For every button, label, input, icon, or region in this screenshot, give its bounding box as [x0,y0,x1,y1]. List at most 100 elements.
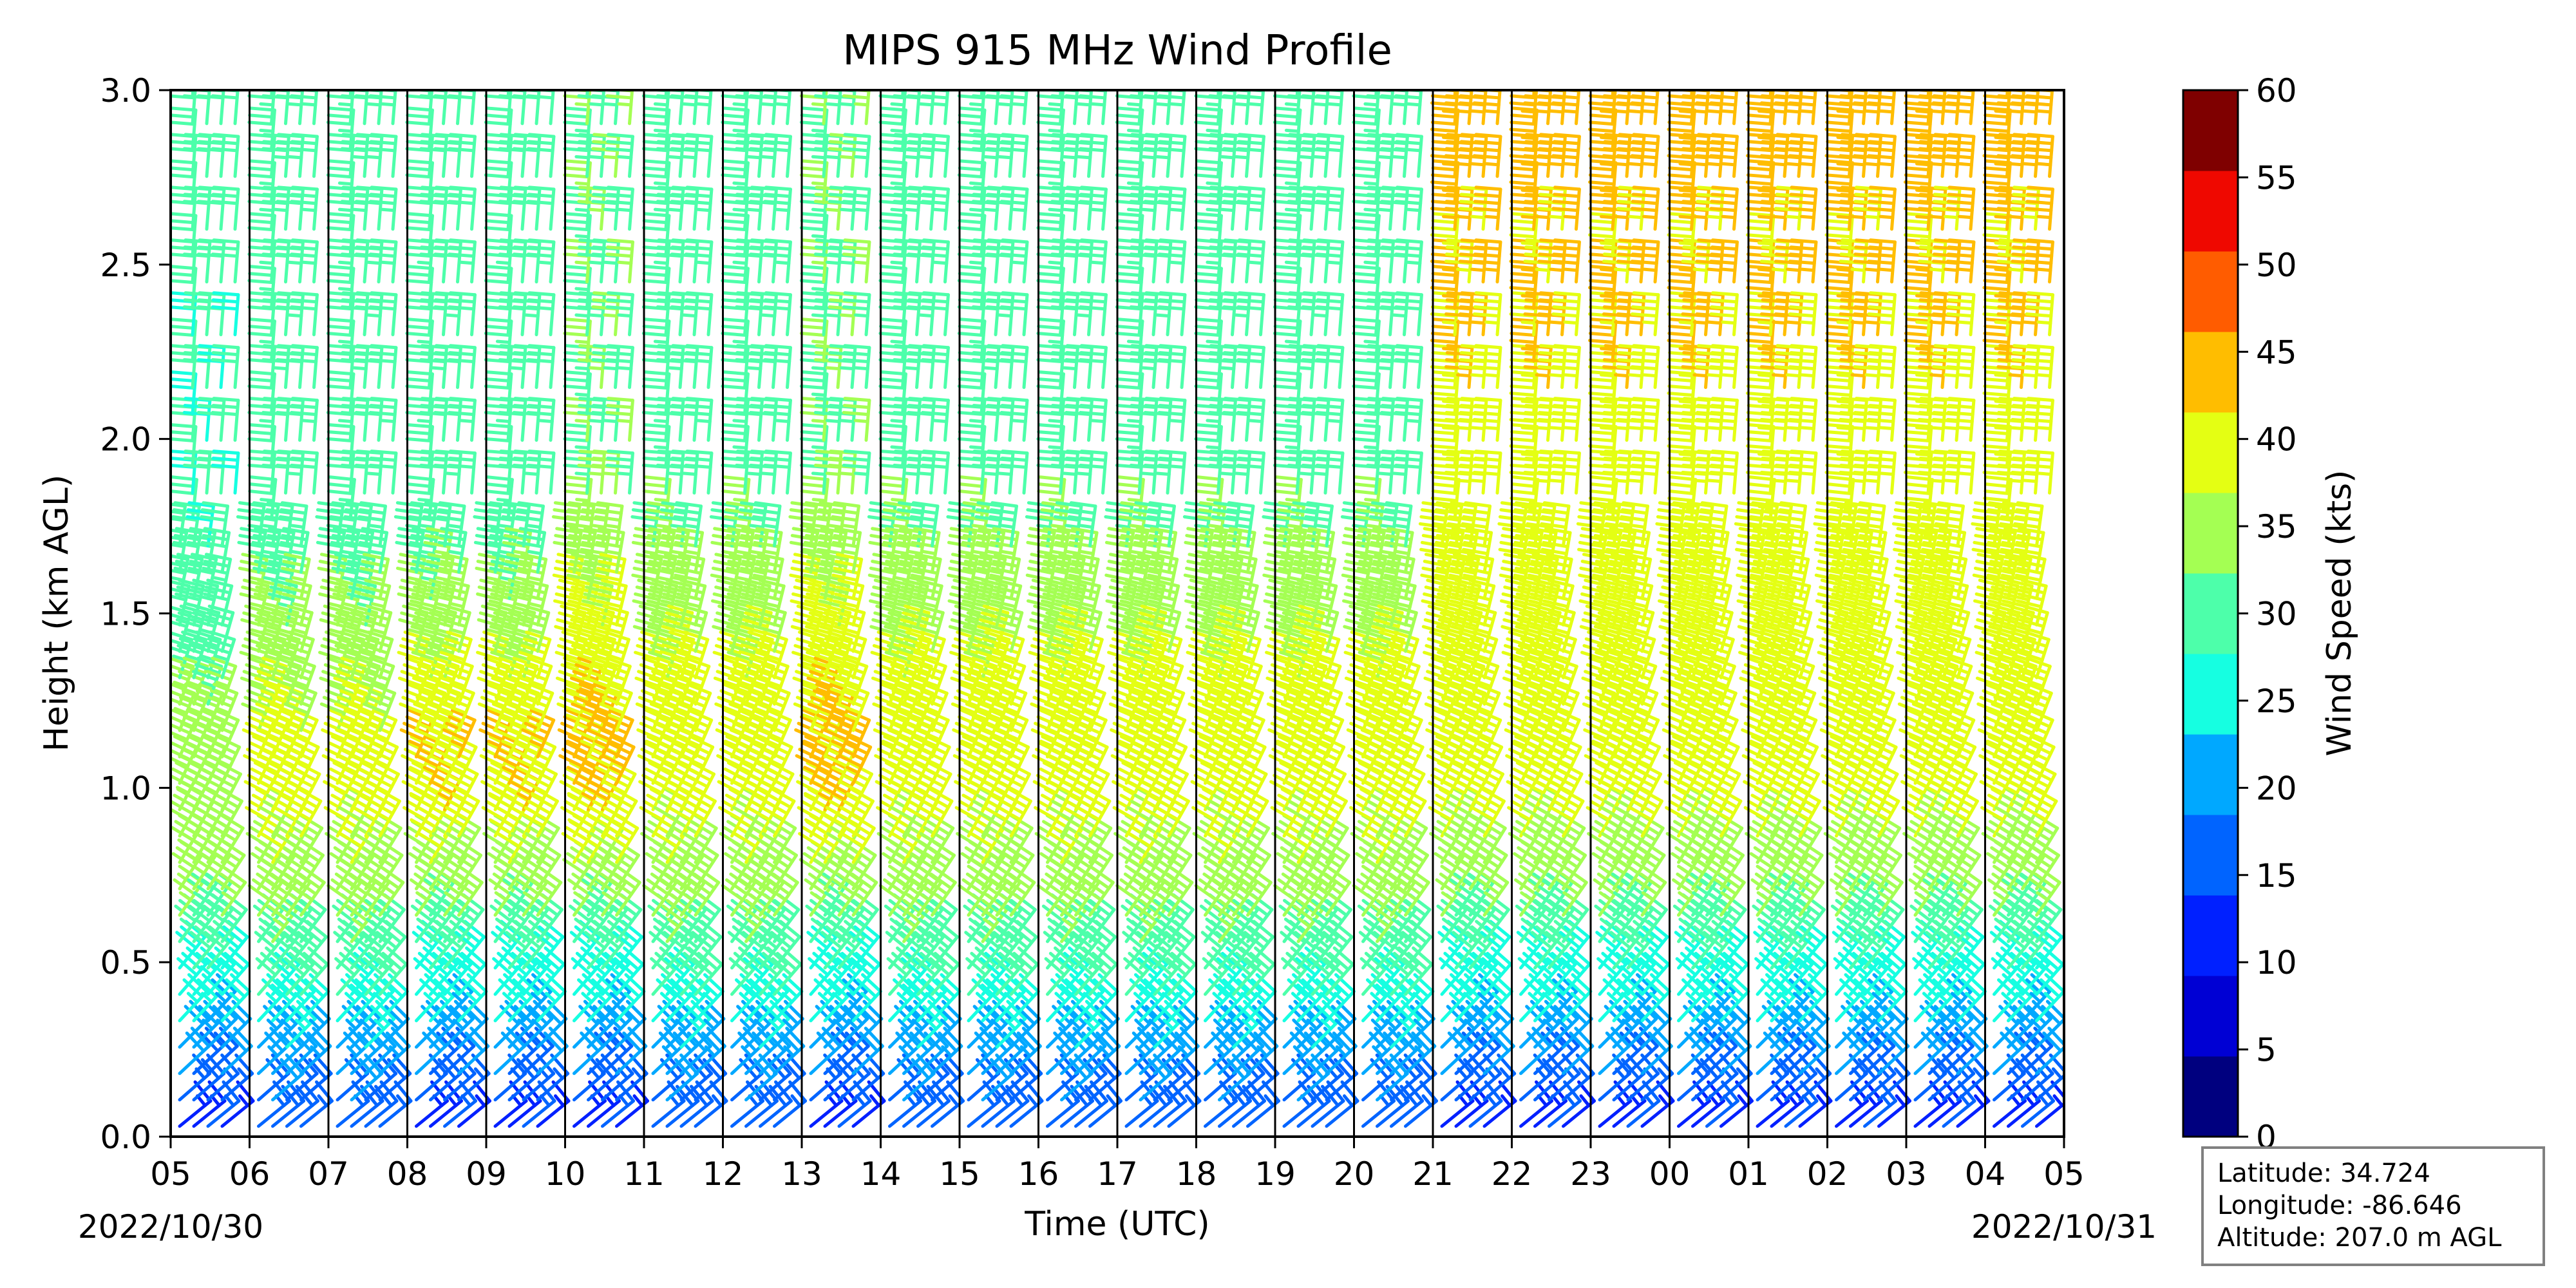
wind-barb [526,185,556,231]
wind-barb [285,973,316,1023]
wind-barb [285,999,317,1049]
wind-barb [178,973,209,1023]
colorbar-segment [2183,815,2238,896]
colorbar-segment [2183,895,2238,976]
wind-barb [368,450,398,495]
wind-barb [1394,344,1423,390]
wind-barb [921,133,950,178]
wind-barb [921,397,950,442]
wind-barb [591,90,620,126]
wind-barb [211,238,240,284]
colorbar-segment [2183,654,2238,735]
wind-barb [684,238,714,284]
wind-barb [526,344,556,390]
wind-barb [368,344,398,390]
colorbar-segment [2183,412,2238,493]
wind-barb [205,630,236,679]
x-tick-label: 17 [1097,1155,1138,1193]
wind-barb [763,185,792,231]
colorbar-tick-label: 10 [2256,944,2297,981]
wind-barb [290,90,319,126]
wind-barb [921,450,950,495]
wind-barb [842,90,871,126]
x-tick-label: 07 [308,1155,349,1193]
wind-barb [290,344,319,390]
wind-barb [921,238,950,284]
wind-barb [605,291,634,337]
x-tick-label: 13 [781,1155,822,1193]
wind-barb [526,90,555,126]
x-tick-label: 06 [229,1155,270,1193]
wind-barb [448,238,477,284]
wind-barb [763,344,792,390]
wind-barb [298,946,329,996]
wind-barb [334,946,366,996]
wind-barb [295,893,327,943]
wind-barb [1315,291,1345,337]
x-axis: 05 06 07 08 09 10 11 12 13 14 15 16 17 18 19 20 21 22 23 00… [150,1137,2085,1193]
wind-barb [605,185,634,231]
wind-barb [214,840,246,891]
wind-barb [999,450,1029,495]
wind-barb [526,238,556,284]
wind-barb [368,90,397,126]
colorbar-segment [2183,251,2238,332]
wind-barb [1394,397,1423,442]
x-tick-label: 16 [1018,1155,1059,1193]
chart-title: MIPS 915 MHz Wind Profile [842,27,1392,75]
colorbar-label: Wind Speed (kts) [2320,470,2359,757]
x-tick-label: 21 [1412,1155,1454,1193]
wind-barb [684,185,714,231]
wind-barb [257,973,288,1023]
wind-barb [1143,90,1172,126]
y-tick-label: 2.5 [100,247,151,284]
wind-barb [1709,90,1739,126]
wind-barb [2025,90,2054,126]
wind-barb [763,133,792,178]
x-axis-label: Time (UTC) [1024,1205,1209,1244]
colorbar-tick-label: 35 [2256,508,2297,545]
wind-barb [1157,397,1187,442]
colorbar-tick-label: 45 [2256,334,2297,371]
wind-barb [270,973,302,1023]
wind-barb [842,291,871,337]
wind-barb [605,133,634,178]
wind-barb [448,133,477,178]
wind-barb [211,344,240,390]
wind-barb [281,578,312,627]
wind-barb [1788,90,1817,126]
wind-barb [1157,185,1187,231]
wind-barb [842,238,871,284]
wind-barb [1301,90,1330,126]
wind-barb [247,106,276,152]
wind-barb [255,946,287,996]
wind-barb [1079,185,1108,231]
colorbar-segment [2183,1056,2238,1137]
wind-barb [1315,397,1345,442]
wind-barb [448,397,477,442]
wind-barb [448,185,477,231]
latitude-text: Latitude: 34.724 [2217,1159,2430,1188]
x-tick-label: 04 [1965,1155,2006,1193]
wind-barb [1315,90,1344,126]
y-tick-label: 0.5 [100,944,151,981]
wind-barb [1236,291,1265,337]
wind-barb [907,90,936,126]
wind-barb [200,501,230,547]
colorbar-tick-label: 5 [2256,1032,2277,1069]
colorbar-tick-label: 30 [2256,596,2297,633]
y-axis: 0.0 0.5 1.0 1.5 2.0 2.5 3.0 [100,72,171,1156]
wind-barb [368,397,398,442]
wind-barb [281,630,315,679]
wind-barb [1315,238,1345,284]
wind-barb [842,185,871,231]
wind-barb [267,604,299,653]
wind-barb [290,238,319,284]
colorbar-tick-label: 40 [2256,421,2297,459]
y-tick-label: 0.0 [100,1119,151,1156]
wind-barb [219,946,251,996]
wind-barb [368,133,398,178]
x-tick-label: 20 [1334,1155,1375,1193]
wind-barb [1236,90,1265,126]
